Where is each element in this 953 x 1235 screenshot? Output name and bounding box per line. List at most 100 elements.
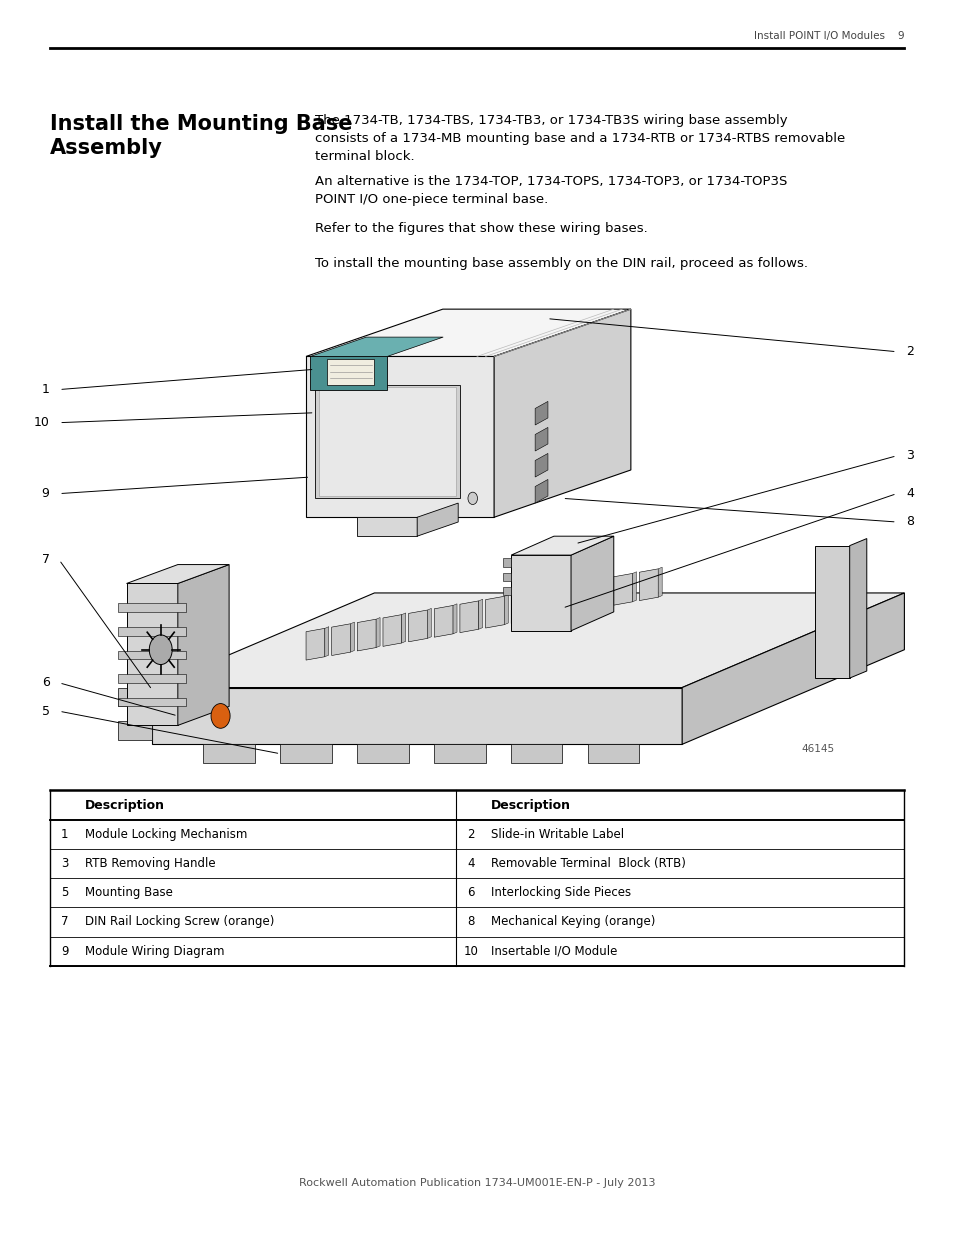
Polygon shape (314, 385, 459, 499)
Polygon shape (375, 618, 379, 647)
Polygon shape (537, 587, 555, 619)
Text: DIN Rail Locking Screw (orange): DIN Rail Locking Screw (orange) (85, 915, 274, 929)
Polygon shape (318, 388, 456, 496)
Polygon shape (118, 674, 186, 683)
Polygon shape (357, 619, 375, 651)
Text: 2: 2 (467, 827, 475, 841)
Text: Install the Mounting Base
Assembly: Install the Mounting Base Assembly (50, 114, 352, 158)
Polygon shape (502, 558, 511, 567)
Text: To install the mounting base assembly on the DIN rail, proceed as follows.: To install the mounting base assembly on… (314, 257, 807, 270)
Polygon shape (357, 517, 416, 536)
Polygon shape (434, 605, 453, 637)
Polygon shape (502, 573, 511, 582)
Text: 1: 1 (61, 827, 69, 841)
Text: 10: 10 (463, 945, 477, 957)
Text: 2: 2 (905, 346, 913, 358)
Polygon shape (327, 359, 374, 385)
Text: Rockwell Automation Publication 1734-UM001E-EN-P - July 2013: Rockwell Automation Publication 1734-UM0… (298, 1178, 655, 1188)
Polygon shape (511, 592, 530, 624)
Text: Mechanical Keying (orange): Mechanical Keying (orange) (491, 915, 655, 929)
Polygon shape (606, 577, 610, 606)
Polygon shape (658, 567, 661, 598)
Text: 5: 5 (42, 705, 50, 718)
Polygon shape (306, 309, 630, 357)
Polygon shape (580, 580, 584, 611)
Text: 6: 6 (467, 887, 475, 899)
Polygon shape (118, 627, 186, 636)
Text: Install POINT I/O Modules    9: Install POINT I/O Modules 9 (753, 31, 903, 41)
Polygon shape (478, 599, 482, 630)
Polygon shape (535, 479, 547, 503)
Polygon shape (494, 309, 630, 517)
Polygon shape (504, 594, 508, 625)
Polygon shape (203, 745, 254, 763)
Polygon shape (555, 585, 559, 615)
Polygon shape (535, 401, 547, 425)
Polygon shape (401, 613, 405, 643)
Polygon shape (280, 745, 332, 763)
Polygon shape (571, 536, 613, 631)
Text: Removable Terminal  Block (RTB): Removable Terminal Block (RTB) (491, 857, 685, 869)
Polygon shape (118, 721, 152, 740)
Text: 6: 6 (42, 677, 50, 689)
Polygon shape (535, 453, 547, 477)
Polygon shape (310, 337, 443, 357)
Polygon shape (815, 546, 849, 678)
Polygon shape (639, 569, 658, 600)
Text: 4: 4 (905, 487, 913, 500)
Text: 9: 9 (61, 945, 69, 957)
Text: Insertable I/O Module: Insertable I/O Module (491, 945, 617, 957)
Polygon shape (332, 624, 350, 656)
Polygon shape (587, 578, 606, 610)
Polygon shape (587, 745, 639, 763)
Polygon shape (127, 564, 229, 583)
Polygon shape (562, 583, 580, 614)
Polygon shape (408, 610, 427, 642)
Polygon shape (118, 604, 186, 611)
Polygon shape (118, 651, 186, 659)
Polygon shape (118, 698, 186, 706)
Polygon shape (530, 590, 534, 620)
Polygon shape (325, 626, 329, 657)
Polygon shape (306, 357, 494, 517)
Text: 8: 8 (467, 915, 474, 929)
Polygon shape (535, 427, 547, 451)
Polygon shape (434, 745, 485, 763)
Circle shape (211, 704, 230, 729)
Text: 8: 8 (905, 515, 913, 529)
Text: Mounting Base: Mounting Base (85, 887, 172, 899)
Polygon shape (485, 597, 504, 629)
Polygon shape (177, 564, 229, 725)
Polygon shape (849, 538, 866, 678)
Text: RTB Removing Handle: RTB Removing Handle (85, 857, 215, 869)
Text: Slide-in Writable Label: Slide-in Writable Label (491, 827, 623, 841)
Polygon shape (511, 745, 562, 763)
Circle shape (149, 635, 172, 664)
Polygon shape (152, 688, 681, 745)
Polygon shape (416, 503, 457, 536)
Polygon shape (310, 357, 387, 389)
Text: 7: 7 (61, 915, 69, 929)
Text: 5: 5 (61, 887, 69, 899)
Text: 1: 1 (42, 383, 50, 396)
Text: 46145: 46145 (801, 743, 834, 753)
Polygon shape (502, 587, 511, 595)
Text: 4: 4 (467, 857, 475, 869)
Text: 3: 3 (905, 450, 913, 462)
Polygon shape (427, 609, 431, 638)
Polygon shape (511, 555, 571, 631)
Text: 10: 10 (33, 416, 50, 430)
Polygon shape (306, 629, 325, 659)
Text: Description: Description (491, 799, 570, 811)
Polygon shape (382, 615, 401, 646)
Text: 9: 9 (42, 487, 50, 500)
Polygon shape (118, 688, 152, 706)
Text: Description: Description (85, 799, 165, 811)
Text: 7: 7 (42, 553, 50, 567)
Text: 3: 3 (61, 857, 69, 869)
Text: The 1734-TB, 1734-TBS, 1734-TB3, or 1734-TB3S wiring base assembly
consists of a: The 1734-TB, 1734-TBS, 1734-TB3, or 1734… (314, 114, 844, 163)
Text: Module Wiring Diagram: Module Wiring Diagram (85, 945, 224, 957)
Polygon shape (152, 593, 903, 688)
Polygon shape (350, 622, 355, 652)
Polygon shape (357, 745, 408, 763)
